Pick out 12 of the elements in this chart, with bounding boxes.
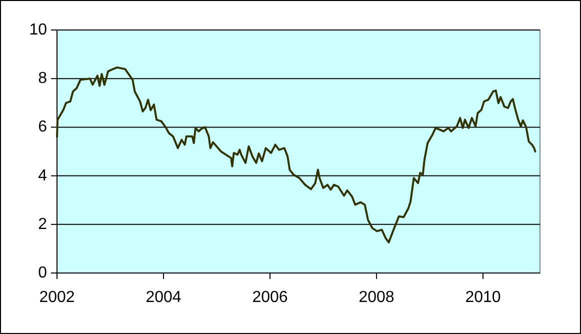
- x-tick-label: 2006: [252, 289, 288, 306]
- y-tick-label: 2: [38, 216, 48, 233]
- x-tick-label: 2010: [465, 289, 501, 306]
- y-tick-label: 4: [38, 167, 48, 184]
- x-tick-label: 2008: [358, 289, 394, 306]
- y-tick-label: 6: [38, 118, 48, 136]
- x-tick-label: 2004: [146, 289, 182, 306]
- y-tick-label: 8: [38, 70, 48, 88]
- x-tick-label: 2002: [39, 289, 75, 306]
- y-tick-label: 10: [29, 22, 48, 38]
- y-tick-label: 0: [38, 264, 48, 282]
- line-series: [56, 66, 536, 244]
